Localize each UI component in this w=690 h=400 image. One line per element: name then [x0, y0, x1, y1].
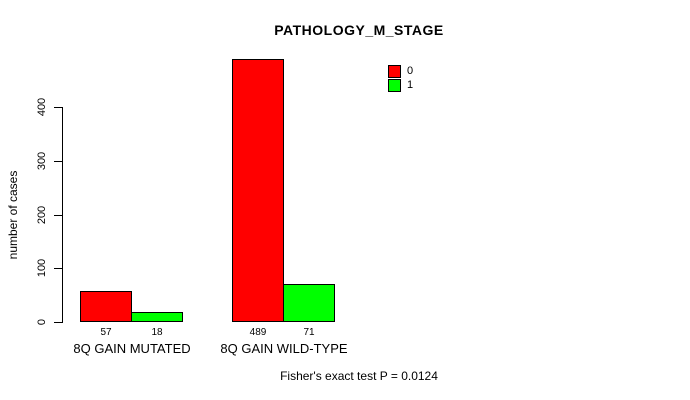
legend-row: 1 — [388, 78, 413, 92]
bar-value-label: 71 — [303, 327, 315, 338]
y-tick-mark — [54, 215, 62, 216]
legend-row: 0 — [388, 64, 413, 78]
y-tick-label: 300 — [36, 151, 48, 171]
category-label-wildtype: 8Q GAIN WILD-TYPE — [220, 341, 348, 356]
bar-wildtype-1 — [283, 283, 335, 322]
y-tick-label: 0 — [36, 318, 48, 326]
legend-label: 0 — [407, 64, 414, 77]
y-tick-mark — [54, 161, 62, 162]
category-label-mutated: 8Q GAIN MUTATED — [73, 341, 191, 356]
y-tick-label: 400 — [36, 97, 48, 117]
bar-wildtype-0 — [232, 59, 284, 322]
y-tick-mark — [54, 268, 62, 269]
legend-swatch-green — [388, 78, 401, 92]
fisher-test-annotation: Fisher's exact test P = 0.0124 — [280, 369, 438, 383]
y-axis-label: number of cases — [6, 170, 20, 260]
bar-value-label: 489 — [249, 327, 267, 338]
y-tick-label: 200 — [36, 205, 48, 225]
y-axis-line — [62, 107, 63, 323]
chart-title: PATHOLOGY_M_STAGE — [274, 22, 444, 38]
bar-value-label: 57 — [100, 327, 112, 338]
bar-mutated-0 — [80, 291, 132, 322]
bar-mutated-1 — [131, 312, 183, 322]
y-tick-label: 100 — [36, 258, 48, 278]
bar-value-label: 18 — [151, 327, 163, 338]
legend: 0 1 — [388, 64, 413, 92]
legend-swatch-red — [388, 64, 401, 78]
legend-label: 1 — [407, 78, 414, 91]
y-tick-mark — [54, 107, 62, 108]
y-tick-mark — [54, 322, 62, 323]
